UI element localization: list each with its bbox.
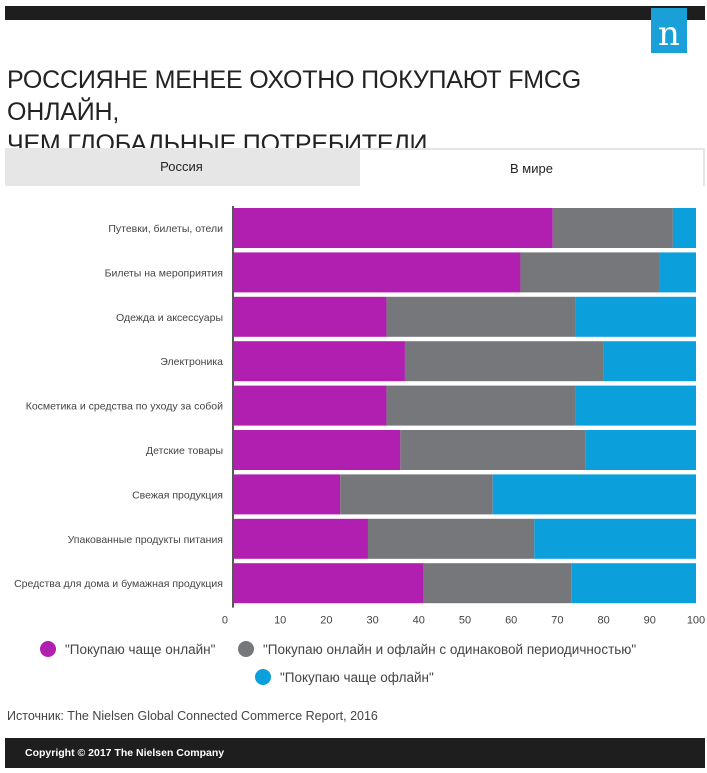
legend-swatch-online xyxy=(40,641,56,657)
chart-legend: "Покупаю чаще онлайн" "Покупаю онлайн и … xyxy=(0,637,707,697)
category-label: Путевки, билеты, отели xyxy=(108,223,223,235)
x-tick-label: 10 xyxy=(274,615,286,627)
bar-segment-online xyxy=(234,341,405,382)
x-tick-label: 90 xyxy=(644,615,656,627)
bar-segment-offline xyxy=(575,385,696,426)
bar-segment-online xyxy=(234,296,387,337)
bar-segment-offline xyxy=(585,430,696,470)
legend-label-both: "Покупаю онлайн и офлайн с одинаковой пе… xyxy=(263,641,637,657)
page-title: РОССИЯНЕ МЕНЕЕ ОХОТНО ПОКУПАЮТ FMCG ОНЛА… xyxy=(7,64,697,160)
footer-bar: Copyright © 2017 The Nielsen Company xyxy=(5,738,705,768)
x-tick-label: 40 xyxy=(413,615,425,627)
x-tick-label: 80 xyxy=(597,615,609,627)
category-label: Одежда и аксессуары xyxy=(116,312,223,324)
category-label: Упакованные продукты питания xyxy=(68,534,223,546)
legend-label-online: "Покупаю чаще онлайн" xyxy=(65,641,216,657)
nielsen-logo: n xyxy=(651,8,687,54)
bar-segment-both xyxy=(386,385,576,426)
region-tabs: Россия В мире xyxy=(5,148,705,186)
x-tick-label: 30 xyxy=(366,615,378,627)
x-tick-label: 20 xyxy=(320,615,332,627)
bar-segment-both xyxy=(400,430,586,470)
x-tick-label: 60 xyxy=(505,615,517,627)
legend-item-offline: "Покупаю чаще офлайн" xyxy=(255,669,434,685)
bar-segment-offline xyxy=(534,518,696,559)
bar-segment-offline xyxy=(571,563,696,604)
bar-segment-both xyxy=(404,341,604,382)
bar-segment-online xyxy=(234,252,521,293)
bar-segment-both xyxy=(367,518,535,559)
tab-russia[interactable]: Россия xyxy=(5,148,358,186)
x-tick-label: 100 xyxy=(687,615,705,627)
bar-segment-online xyxy=(234,518,368,559)
category-label: Свежая продукция xyxy=(132,489,223,501)
bar-segment-offline xyxy=(575,296,696,337)
bar-segment-online xyxy=(234,563,424,604)
legend-swatch-both xyxy=(238,641,254,657)
category-label: Косметика и средства по уходу за собой xyxy=(26,401,223,413)
source-note: Источник: The Nielsen Global Connected C… xyxy=(7,709,378,723)
bar-segment-offline xyxy=(672,208,696,248)
category-label: Средства для дома и бумажная продукция xyxy=(14,578,223,590)
legend-item-both: "Покупаю онлайн и офлайн с одинаковой пе… xyxy=(238,641,636,657)
x-tick-label: 70 xyxy=(551,615,563,627)
copyright-text: Copyright © 2017 The Nielsen Company xyxy=(25,747,225,759)
bar-segment-online xyxy=(234,474,341,515)
tab-world[interactable]: В мире xyxy=(358,148,705,186)
bar-segment-online xyxy=(234,430,401,470)
top-bar xyxy=(5,6,705,20)
bar-segment-both xyxy=(423,563,572,604)
category-label: Билеты на мероприятия xyxy=(105,267,223,279)
category-label: Электроника xyxy=(160,356,223,368)
x-tick-label: 0 xyxy=(222,615,228,627)
legend-item-online: "Покупаю чаще онлайн" xyxy=(40,641,215,657)
legend-swatch-offline xyxy=(255,669,271,685)
bar-segment-both xyxy=(386,296,576,337)
bar-segment-offline xyxy=(603,341,696,382)
category-label: Детские товары xyxy=(146,445,223,457)
legend-label-offline: "Покупаю чаще офлайн" xyxy=(280,669,434,685)
stacked-bar-chart: Путевки, билеты, отели Билеты на мероприя… xyxy=(14,206,705,627)
bar-segment-both xyxy=(520,252,660,293)
bar-segment-online xyxy=(234,385,387,426)
bar-segment-online xyxy=(234,208,553,248)
bar-segment-offline xyxy=(492,474,696,515)
bar-segment-both xyxy=(552,208,673,248)
bar-segment-offline xyxy=(659,252,696,293)
bar-segment-both xyxy=(340,474,493,515)
x-tick-label: 50 xyxy=(459,615,471,627)
title-line-1: РОССИЯНЕ МЕНЕЕ ОХОТНО ПОКУПАЮТ FMCG ОНЛА… xyxy=(7,66,582,126)
